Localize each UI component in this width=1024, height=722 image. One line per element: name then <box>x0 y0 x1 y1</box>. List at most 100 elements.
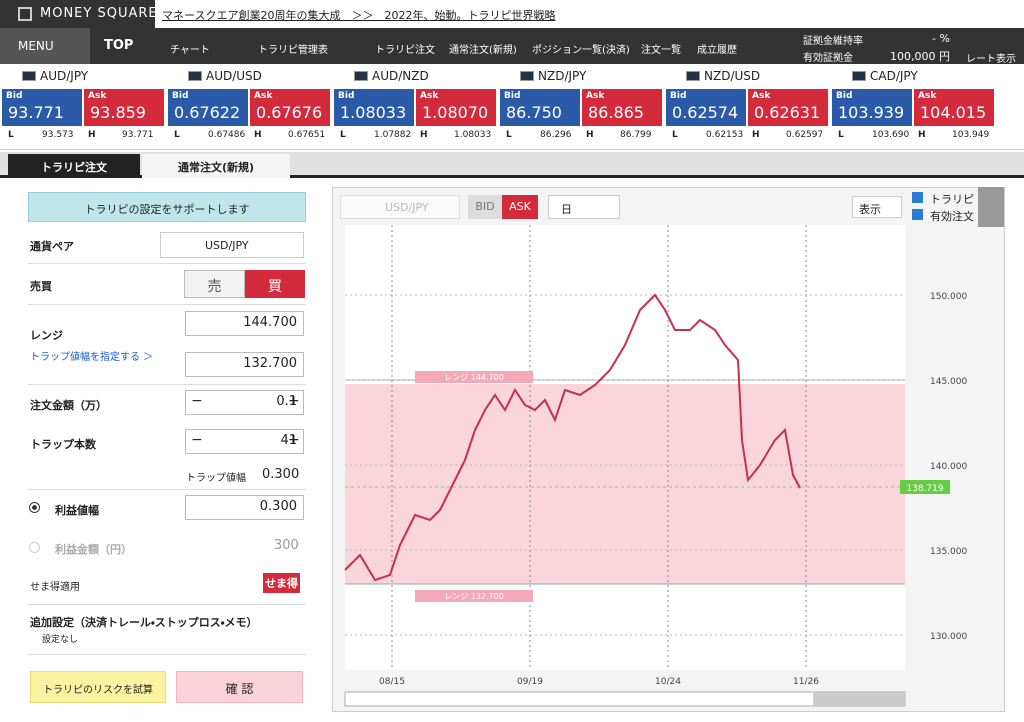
ask-box[interactable] <box>250 89 330 126</box>
high-caption: H <box>918 130 926 140</box>
ask-box[interactable] <box>582 89 662 126</box>
bid-box[interactable] <box>832 89 912 126</box>
low-caption: L <box>340 130 346 140</box>
buy-button[interactable]: 買 <box>245 270 305 298</box>
ask-rate: 93.859 <box>90 103 146 122</box>
risk-button[interactable]: トラリピのリスクを試算 <box>30 671 166 703</box>
sell-button[interactable]: 売 <box>184 270 245 298</box>
nav-manage[interactable]: トラリピ管理表 <box>258 45 328 56</box>
range-link[interactable]: トラップ値幅を指定する ＞ <box>30 352 154 363</box>
ask-box[interactable] <box>416 89 496 126</box>
high-caption: H <box>752 130 760 140</box>
ask-caption: Ask <box>88 91 107 101</box>
bid-caption: Bid <box>338 91 355 101</box>
checkbox[interactable] <box>912 209 923 220</box>
bid-rate: 1.08033 <box>340 103 407 122</box>
profit-width-input[interactable]: 0.300 <box>185 495 304 520</box>
check-orders[interactable]: 有効注文 <box>930 210 974 223</box>
display-button[interactable]: 表示 <box>852 196 902 218</box>
confirm-button[interactable]: 確 認 <box>176 671 303 703</box>
minus-button[interactable]: − <box>191 432 203 448</box>
divider <box>28 654 306 655</box>
price-label: 140.000 <box>930 462 967 472</box>
low-value: 1.07882 <box>374 130 412 140</box>
nav-top[interactable]: TOP <box>104 38 134 53</box>
ask-rate: 0.62631 <box>754 103 821 122</box>
radio-checked[interactable] <box>29 502 40 513</box>
bid-box[interactable] <box>334 89 414 126</box>
range-high-input[interactable]: 144.700 <box>185 311 304 336</box>
ask-box[interactable] <box>748 89 828 126</box>
range-tag <box>415 371 533 383</box>
rate-strip: AUD/JPY Bid 93.771 Ask 93.859 L 93.573 H 93.771 A… <box>0 64 1024 150</box>
flag <box>852 71 866 81</box>
ask-box[interactable] <box>914 89 994 126</box>
nav-chart[interactable]: チャート <box>170 45 210 56</box>
high-value: 0.67651 <box>288 130 326 140</box>
rate-display[interactable]: レート表示 <box>966 54 1016 65</box>
bid-rate: 103.939 <box>838 103 905 122</box>
checkbox[interactable] <box>912 192 923 203</box>
scroll-thumb[interactable] <box>813 692 905 706</box>
extra-title[interactable]: 追加設定（決済トレール・ストップロス・メモ） <box>30 616 258 629</box>
bid-box[interactable] <box>168 89 248 126</box>
bid-rate: 93.771 <box>8 103 64 122</box>
range-low-input[interactable]: 132.700 <box>185 352 304 377</box>
menu-bg[interactable] <box>0 28 90 64</box>
bid-box[interactable] <box>666 89 746 126</box>
bid-box[interactable] <box>500 89 580 126</box>
tab-active[interactable]: トラリピ注文 <box>8 154 140 178</box>
nav-trarepi-order[interactable]: トラリピ注文 <box>375 45 435 56</box>
radio[interactable] <box>29 542 40 553</box>
pair-select[interactable]: USD/JPY <box>160 232 304 258</box>
range-band <box>345 384 905 584</box>
bid-caption: Bid <box>6 91 23 101</box>
flag <box>686 71 700 81</box>
logo-icon <box>18 7 32 21</box>
plus-button[interactable]: + <box>288 393 300 409</box>
plus-button[interactable]: + <box>288 432 300 448</box>
high-value: 1.08033 <box>454 130 492 140</box>
logo[interactable]: MONEY SQUARE <box>40 6 158 21</box>
semae-badge: せま得 <box>263 573 300 593</box>
period-select[interactable]: 日 <box>548 195 620 219</box>
traps-input[interactable]: 41 <box>185 429 304 454</box>
ask-box[interactable] <box>84 89 164 126</box>
high-value: 0.62597 <box>786 130 824 140</box>
profit-amount-label: 利益金額（円） <box>55 543 132 556</box>
current-price: 138.719 <box>906 484 943 494</box>
bid-rate: 0.62574 <box>672 103 739 122</box>
chart-pair: USD/JPY <box>340 195 460 219</box>
range-label: レンジ <box>30 329 63 342</box>
pair-name: CAD/JPY <box>870 69 918 83</box>
bid-toggle[interactable]: BID <box>468 195 502 219</box>
pair-name: AUD/JPY <box>40 69 89 83</box>
pair-label: 通貨ペア <box>30 240 74 253</box>
bid-caption: Bid <box>670 91 687 101</box>
low-caption: L <box>672 130 678 140</box>
ask-caption: Ask <box>420 91 439 101</box>
ask-rate: 104.015 <box>920 103 987 122</box>
menu[interactable]: MENU <box>18 39 54 53</box>
high-caption: H <box>420 130 428 140</box>
nav-normal-order[interactable]: 通常注文(新規) <box>449 45 517 56</box>
bid-caption: Bid <box>504 91 521 101</box>
nav-history[interactable]: 成立履歴 <box>697 45 737 56</box>
equity: 100,000 円 <box>890 50 950 63</box>
check-trarepi[interactable]: トラリピ <box>930 193 974 206</box>
banner-link[interactable]: マネースクエア創業20周年の集大成 ＞＞ 2022年、始動。トラリピ世界戦略 <box>162 9 556 22</box>
minus-button[interactable]: − <box>191 393 203 409</box>
nav-orders[interactable]: 注文一覧 <box>641 45 681 56</box>
low-value: 103.690 <box>872 130 910 140</box>
panel-toggle[interactable] <box>978 187 1004 227</box>
ask-toggle[interactable]: ASK <box>502 195 538 219</box>
logo-box[interactable] <box>0 0 155 28</box>
tab[interactable]: 通常注文(新規) <box>142 154 290 178</box>
amount-input[interactable]: 0.1 <box>185 390 304 415</box>
support-banner[interactable]: トラリピの設定をサポートします <box>28 192 306 222</box>
bid-box[interactable] <box>2 89 82 126</box>
semae-label: せま得適用 <box>30 582 80 593</box>
nav-positions[interactable]: ポジション一覧(決済) <box>532 45 630 56</box>
margin-ratio: - % <box>932 32 950 45</box>
ask-caption: Ask <box>586 91 605 101</box>
